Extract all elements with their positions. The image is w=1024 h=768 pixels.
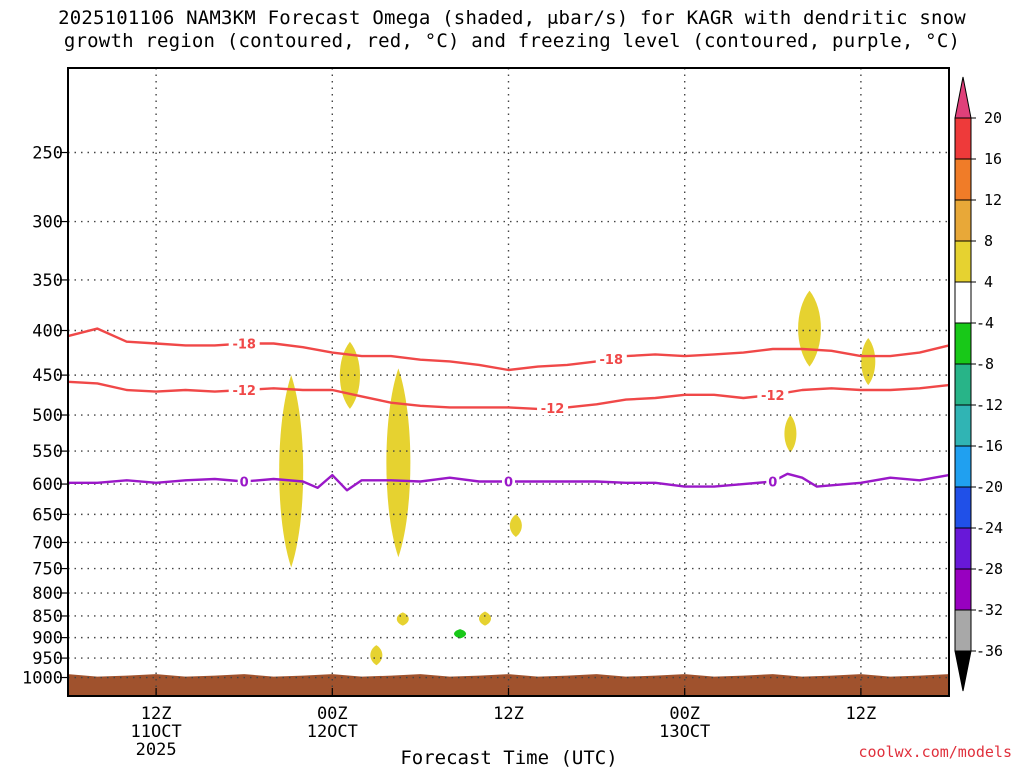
- omega-shaded-region-5: [798, 290, 821, 367]
- y-tick-label-650: 650: [32, 505, 63, 525]
- contour-label-2-3: -12: [761, 389, 785, 404]
- x-tick-label-1: 12Z: [141, 704, 172, 724]
- x-axis-title: Forecast Time (UTC): [400, 747, 617, 768]
- y-tick-label-350: 350: [32, 271, 63, 291]
- omega-shaded-region-4: [509, 514, 522, 537]
- colorbar-label-2: 16: [984, 150, 1002, 168]
- y-tick-label-400: 400: [32, 322, 63, 342]
- colorbar-label-14: -36: [976, 642, 1003, 660]
- x-tick-label-4: 00Z: [669, 704, 700, 724]
- contour-label-1-2: -18: [600, 353, 624, 368]
- contour-label-2-1: -12: [232, 384, 256, 399]
- colorbar-label-8: -12: [976, 396, 1003, 414]
- omega-shaded-region-10: [479, 611, 492, 626]
- colorbar-label-10: -20: [976, 478, 1003, 496]
- colorbar-top-arrow: [954, 76, 972, 119]
- credit-text: coolwx.com/models: [858, 743, 1012, 761]
- contour-label-bg-2-3: [757, 386, 789, 402]
- y-tick-label-250: 250: [32, 144, 63, 164]
- colorbar-segment-1: [954, 117, 972, 160]
- colorbar-label-5: 4: [984, 273, 993, 291]
- colorbar-segment-3: [954, 199, 972, 242]
- x-tick-label-3: 12Z: [493, 704, 524, 724]
- y-tick-label-800: 800: [32, 584, 63, 604]
- omega-shaded-region-1: [279, 375, 304, 568]
- omega-shaded-region-8: [370, 645, 383, 666]
- x-tick-label-5: 12Z: [846, 704, 877, 724]
- colorbar-segment-8: [954, 404, 972, 447]
- omega-shaded-region-7: [861, 338, 876, 386]
- contour-label-1-1: -18: [232, 338, 256, 353]
- colorbar-segment-7: [954, 363, 972, 406]
- chart-title-line-1: 2025101106 NAM3KM Forecast Omega (shaded…: [58, 7, 966, 29]
- colorbar-label-12: -28: [976, 560, 1003, 578]
- x-tick-date-4: 13OCT: [659, 722, 710, 742]
- colorbar-label-1: 20: [984, 109, 1002, 127]
- omega-shaded-region-11: [454, 629, 467, 639]
- contour-label-bg-3-2: [502, 473, 515, 489]
- y-tick-label-500: 500: [32, 406, 63, 426]
- colorbar-label-6: -4: [976, 314, 994, 332]
- contour-label-2-2: -12: [541, 402, 565, 417]
- contour-label-bg-3-3: [766, 473, 780, 489]
- colorbar-segment-10: [954, 486, 972, 529]
- y-tick-label-900: 900: [32, 629, 63, 649]
- colorbar-segment-12: [954, 568, 972, 611]
- contour-label-bg-1-1: [228, 335, 260, 351]
- colorbar-label-4: 8: [984, 232, 993, 250]
- chart-title-line-2: growth region (contoured, red, °C) and f…: [63, 30, 961, 52]
- y-tick-label-600: 600: [32, 475, 63, 495]
- colorbar-label-9: -16: [976, 437, 1003, 455]
- contour-label-bg-1-2: [595, 350, 627, 366]
- x-tick-date-1: 11OCT: [131, 722, 182, 742]
- x-tick-label-2: 00Z: [317, 704, 348, 724]
- y-tick-label-300: 300: [32, 213, 63, 233]
- colorbar-segment-2: [954, 158, 972, 201]
- colorbar-segment-9: [954, 445, 972, 488]
- omega-shading-layer: [279, 290, 876, 666]
- y-tick-label-550: 550: [32, 442, 63, 462]
- colorbar-label-7: -8: [976, 355, 994, 373]
- terrain-fill: [68, 674, 949, 696]
- y-tick-label-950: 950: [32, 649, 63, 669]
- y-tick-label-450: 450: [32, 366, 63, 386]
- x-tick-year-1: 2025: [136, 740, 177, 760]
- x-tick-date-2: 12OCT: [307, 722, 358, 742]
- colorbar-segment-11: [954, 527, 972, 570]
- contour-label-bg-2-2: [537, 400, 569, 416]
- y-axis: 2503003504004505005506006507007508008509…: [22, 144, 68, 689]
- contour-line-2: [67, 380, 950, 411]
- contour-layer: -18 -18 -12 -12 -12 0 0 0: [67, 327, 950, 492]
- contour-label-3-2: 0: [504, 476, 513, 491]
- contour-label-bg-3-1: [237, 473, 251, 489]
- omega-shaded-region-9: [396, 612, 409, 626]
- y-tick-label-700: 700: [32, 533, 63, 553]
- colorbar-bottom-arrow: [954, 650, 972, 692]
- y-tick-label-850: 850: [32, 607, 63, 627]
- omega-shaded-region-6: [784, 415, 797, 453]
- contour-label-3-3: 0: [768, 476, 777, 491]
- contour-label-3-1: 0: [240, 476, 249, 491]
- y-tick-label-750: 750: [32, 560, 63, 580]
- omega-shaded-region-3: [386, 368, 411, 558]
- omega-shaded-region-2: [339, 341, 361, 409]
- colorbar-segment-13: [954, 609, 972, 652]
- colorbar-label-11: -24: [976, 519, 1003, 537]
- colorbar-segment-6: [954, 322, 972, 365]
- contour-line-1: [67, 327, 950, 372]
- colorbar-segment-5: [954, 281, 972, 324]
- colorbar: 20 16 12 8 4 -4 -8 -12 -16 -20 -24 -28 -32 -36: [954, 76, 1003, 692]
- y-tick-label-1000: 1000: [22, 669, 63, 689]
- terrain-layer: [68, 674, 949, 696]
- contour-label-bg-2-1: [228, 381, 260, 397]
- grid-layer: [68, 68, 949, 696]
- colorbar-label-3: 12: [984, 191, 1002, 209]
- colorbar-label-13: -32: [976, 601, 1003, 619]
- colorbar-segment-4: [954, 240, 972, 283]
